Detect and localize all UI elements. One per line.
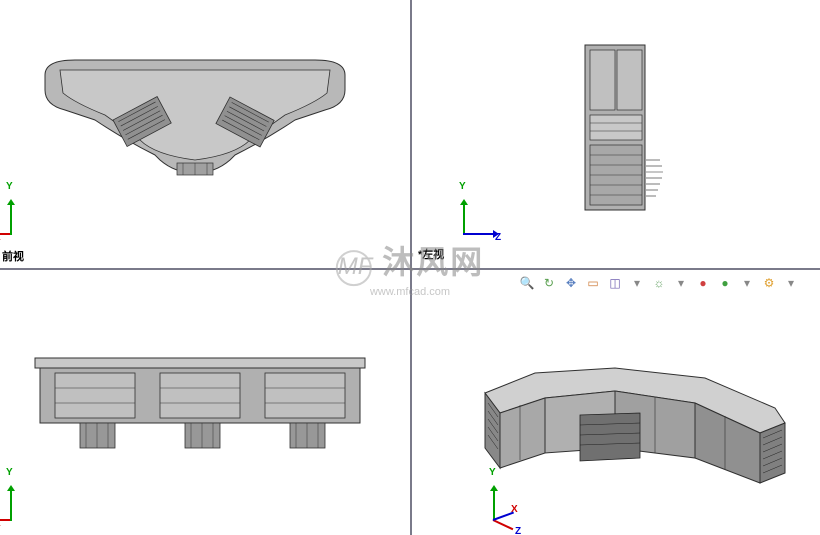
dropdown1-icon[interactable]: ▾ bbox=[628, 274, 646, 292]
model-left-view bbox=[580, 40, 670, 215]
axis-label-z: Z bbox=[495, 232, 501, 243]
scene-icon[interactable]: ☼ bbox=[650, 274, 668, 292]
pan-icon[interactable]: ✥ bbox=[562, 274, 580, 292]
display-style-icon[interactable]: ◫ bbox=[606, 274, 624, 292]
axis-label-y: Y bbox=[6, 181, 13, 192]
axis-label-x: X bbox=[0, 232, 1, 243]
viewport-left[interactable]: Y Z *左视 bbox=[410, 0, 820, 268]
view-label-left: *左视 bbox=[418, 246, 444, 262]
viewport-grid: Y X 前视 bbox=[0, 0, 820, 535]
axis-triad-iso: Y Z X bbox=[485, 479, 535, 529]
zoom-fit-icon[interactable]: 🔍 bbox=[518, 274, 536, 292]
axis-triad-left: Y Z bbox=[455, 193, 505, 243]
axis-label-y: Y bbox=[459, 181, 466, 192]
rotate-icon[interactable]: ↻ bbox=[540, 274, 558, 292]
axis-label-y: Y bbox=[6, 467, 13, 478]
viewport-isometric[interactable]: 🔍↻✥▭◫▾☼▾●●▾⚙▾ bbox=[410, 268, 820, 535]
axis-triad-front: Y X bbox=[2, 479, 52, 529]
dropdown2-icon[interactable]: ▾ bbox=[672, 274, 690, 292]
axis-label-y: Y bbox=[489, 467, 496, 478]
model-top-view bbox=[35, 55, 355, 215]
axis-label-x: X bbox=[0, 518, 1, 529]
axis-label-z: Z bbox=[515, 526, 521, 535]
axis-label-x: X bbox=[511, 504, 518, 515]
section-icon[interactable]: ▭ bbox=[584, 274, 602, 292]
appearance2-icon[interactable]: ● bbox=[716, 274, 734, 292]
viewport-top[interactable]: Y X 前视 bbox=[0, 0, 410, 268]
view-toolbar: 🔍↻✥▭◫▾☼▾●●▾⚙▾ bbox=[518, 274, 800, 292]
model-front-view bbox=[30, 343, 370, 453]
view-label-top: 前视 bbox=[2, 248, 24, 264]
divider-vertical[interactable] bbox=[410, 0, 412, 535]
dropdown4-icon[interactable]: ▾ bbox=[782, 274, 800, 292]
dropdown3-icon[interactable]: ▾ bbox=[738, 274, 756, 292]
viewport-front[interactable]: Y X bbox=[0, 268, 410, 535]
appearance-icon[interactable]: ● bbox=[694, 274, 712, 292]
axis-triad-top: Y X bbox=[2, 193, 52, 243]
settings-icon[interactable]: ⚙ bbox=[760, 274, 778, 292]
